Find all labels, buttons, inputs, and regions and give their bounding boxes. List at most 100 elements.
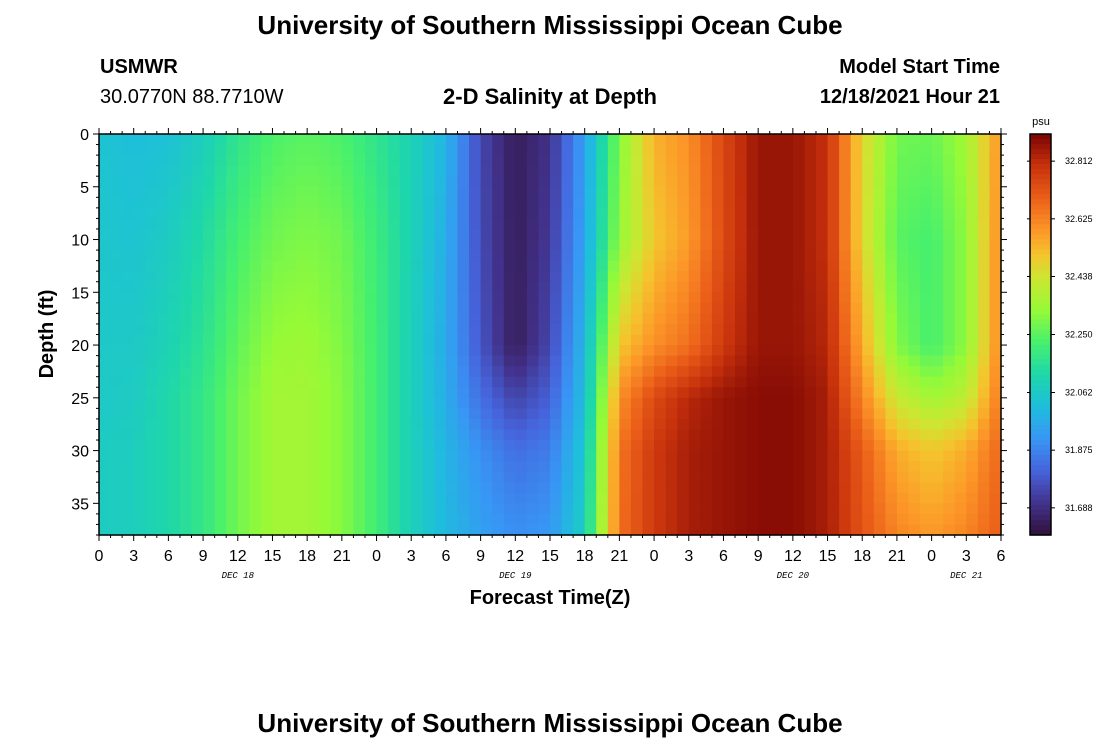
heatmap-cell — [827, 387, 840, 399]
heatmap-cell — [804, 492, 817, 504]
heatmap-cell — [330, 197, 343, 209]
heatmap-cell — [815, 450, 829, 462]
heatmap-cell — [896, 302, 910, 314]
colorbar-swatch — [1030, 139, 1051, 145]
heatmap-cell — [168, 355, 181, 367]
heatmap-cell — [203, 440, 216, 452]
heatmap-cell — [133, 281, 146, 293]
heatmap-cell — [966, 471, 979, 483]
heatmap-cell — [850, 513, 863, 526]
colorbar-swatch — [1030, 469, 1051, 476]
heatmap-cell — [781, 239, 794, 251]
heatmap-cell — [746, 155, 759, 167]
heatmap-cell — [295, 323, 308, 336]
heatmap-cell — [596, 207, 609, 220]
heatmap-cell — [295, 302, 308, 314]
heatmap-cell — [353, 440, 366, 452]
heatmap-cell — [434, 524, 447, 536]
heatmap-cell — [573, 345, 586, 357]
heatmap-cell — [341, 271, 355, 283]
heatmap-cell — [99, 134, 112, 146]
heatmap-cell — [573, 271, 586, 283]
heatmap-cell — [781, 482, 794, 494]
heatmap-cell — [411, 408, 424, 420]
colorbar-swatch — [1030, 384, 1051, 391]
heatmap-cell — [191, 376, 204, 388]
heatmap-cell — [260, 323, 274, 336]
heatmap-cell — [318, 165, 331, 177]
colorbar-swatch — [1030, 169, 1051, 175]
heatmap-cell — [908, 218, 921, 230]
heatmap-cell — [168, 376, 181, 388]
heatmap-cell — [191, 397, 204, 409]
heatmap-cell — [249, 408, 262, 420]
heatmap-cell — [353, 176, 366, 188]
heatmap-cell — [781, 228, 794, 241]
colorbar-swatch — [1030, 164, 1051, 170]
heatmap-cell — [584, 144, 597, 156]
heatmap-cell — [353, 418, 366, 431]
heatmap-cell — [827, 313, 840, 325]
heatmap-cell — [156, 334, 169, 346]
heatmap-cell — [214, 302, 227, 314]
heatmap-cell — [122, 207, 135, 220]
heatmap-cell — [110, 366, 123, 378]
heatmap-cell — [550, 397, 563, 409]
heatmap-cell — [885, 334, 898, 346]
heatmap-cell — [133, 323, 146, 336]
heatmap-cell — [226, 207, 239, 220]
heatmap-cell — [503, 302, 516, 314]
heatmap-cell — [677, 397, 690, 409]
heatmap-cell — [122, 482, 135, 494]
heatmap-cell — [977, 366, 991, 378]
heatmap-cell — [515, 482, 528, 494]
heatmap-cell — [330, 471, 343, 483]
heatmap-cell — [110, 418, 123, 431]
heatmap-cell — [191, 165, 204, 177]
heatmap-cell — [804, 302, 817, 314]
heatmap-cell — [630, 355, 644, 367]
colorbar-swatch — [1030, 194, 1051, 200]
heatmap-cell — [330, 513, 343, 526]
heatmap-cell — [353, 207, 366, 220]
heatmap-cell — [330, 355, 343, 367]
heatmap-cell — [330, 239, 343, 251]
heatmap-cell — [665, 323, 678, 336]
heatmap-cell — [156, 450, 169, 462]
heatmap-cell — [133, 292, 146, 304]
heatmap-cell — [457, 197, 470, 209]
heatmap-cell — [295, 408, 308, 420]
heatmap-cell — [989, 207, 1002, 220]
heatmap-cell — [607, 418, 620, 431]
heatmap-cell — [226, 250, 239, 262]
heatmap-cell — [492, 397, 505, 409]
heatmap-cell — [642, 207, 655, 220]
heatmap-cell — [434, 239, 447, 251]
heatmap-cell — [630, 250, 644, 262]
heatmap-cell — [896, 461, 910, 473]
heatmap-cell — [804, 134, 817, 146]
heatmap-cell — [943, 186, 956, 198]
heatmap-cell — [110, 355, 123, 367]
heatmap-cell — [781, 176, 794, 188]
heatmap-cell — [110, 397, 123, 409]
heatmap-cell — [550, 218, 563, 230]
heatmap-cell — [815, 271, 829, 283]
heatmap-cell — [815, 513, 829, 526]
heatmap-cell — [492, 418, 505, 431]
heatmap-cell — [550, 260, 563, 272]
heatmap-cell — [920, 239, 933, 251]
heatmap-cell — [792, 313, 806, 325]
colorbar-swatch — [1030, 519, 1051, 526]
heatmap-cell — [573, 323, 586, 336]
heatmap-cell — [445, 376, 459, 388]
heatmap-cell — [295, 513, 308, 526]
heatmap-cell — [989, 471, 1002, 483]
heatmap-cell — [550, 471, 563, 483]
heatmap-cell — [364, 461, 378, 473]
heatmap-cell — [920, 176, 933, 188]
colorbar-swatch — [1030, 174, 1051, 180]
heatmap-cell — [341, 366, 355, 378]
heatmap-cell — [758, 524, 771, 536]
heatmap-cell — [515, 418, 528, 431]
